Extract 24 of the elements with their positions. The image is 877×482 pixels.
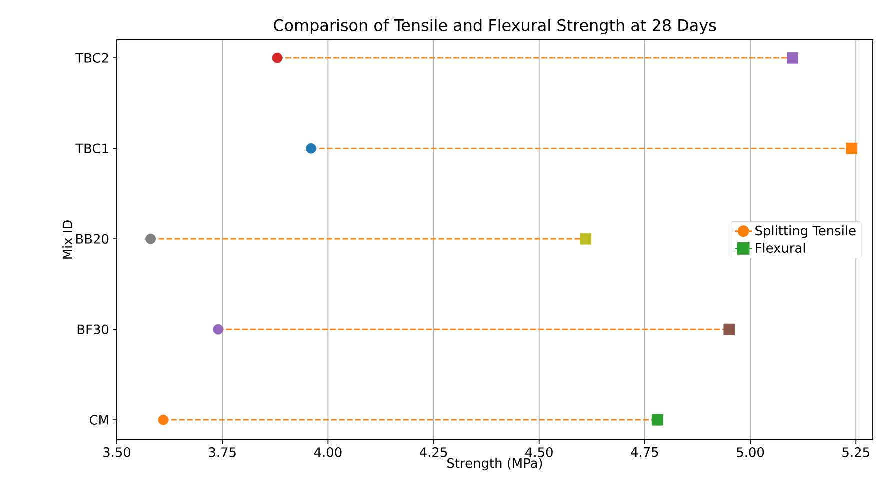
point	[306, 143, 316, 154]
x-tick-label: 5.25	[842, 448, 870, 458]
y-tick-label: CM	[90, 415, 108, 425]
chart-title: Comparison of Tensile and Flexural Strength at 28 Days	[274, 19, 716, 34]
x-tick-label: 4.25	[420, 448, 448, 458]
y-axis-title: Mix ID	[62, 220, 72, 259]
y-tick-label: TBC1	[76, 144, 108, 154]
x-tick-label: 3.75	[209, 448, 236, 458]
x-tick-label: 4.50	[526, 448, 553, 458]
x-tick-label: 4.00	[314, 448, 342, 458]
x-tick-label: 4.75	[631, 448, 658, 458]
legend-label: Flexural	[756, 242, 806, 254]
point	[580, 233, 592, 245]
y-tick-label: TBC2	[76, 53, 108, 63]
point	[272, 52, 283, 64]
point	[724, 324, 736, 336]
x-tick-label: 5.00	[737, 448, 764, 458]
point	[652, 414, 664, 426]
y-tick-label: BB20	[76, 234, 109, 244]
x-tick-label: 3.50	[104, 448, 131, 458]
point	[146, 234, 156, 244]
x-axis-title: Strength (MPa)	[448, 458, 542, 471]
y-tick-label: BF30	[78, 324, 109, 334]
legend-label: Splitting Tensile	[756, 226, 856, 238]
